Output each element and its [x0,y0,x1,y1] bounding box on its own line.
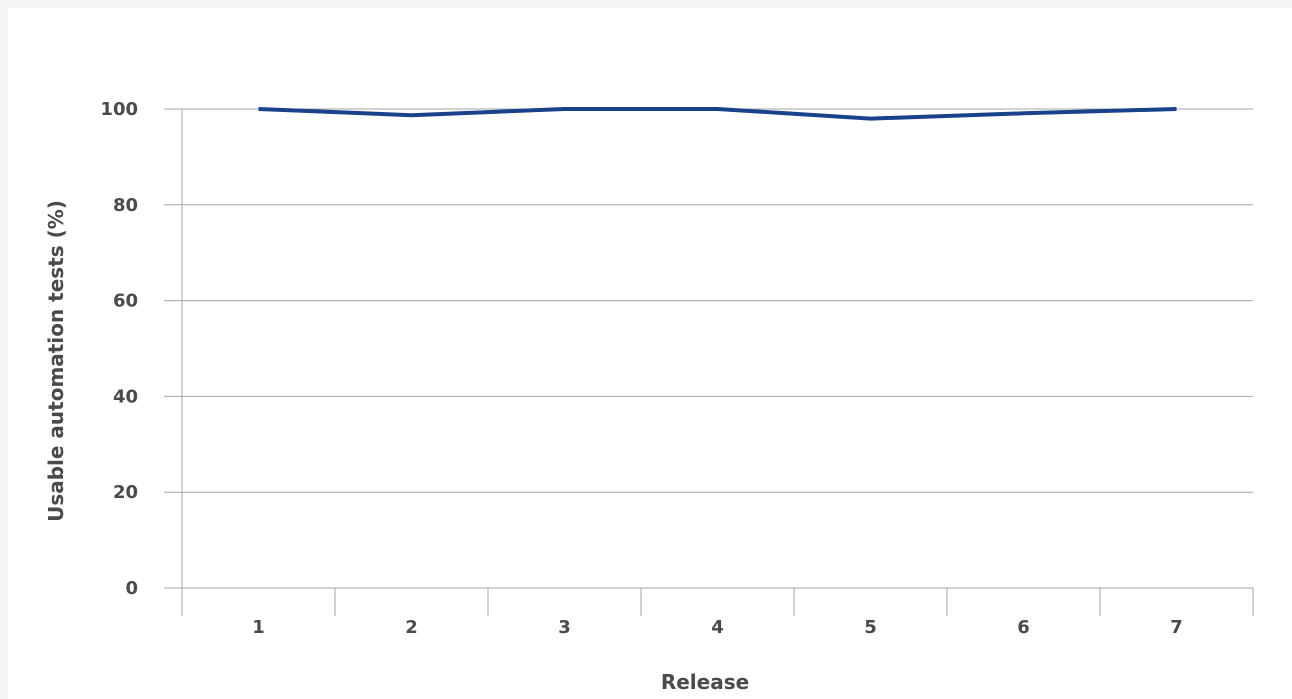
line-chart: 0 20 40 60 80 100 1 2 3 4 5 6 7 Release Usable auto… [44,99,1254,694]
y-tick-label: 40 [113,386,138,407]
y-tick-label: 0 [125,578,138,599]
y-tick-label: 20 [113,482,138,503]
chart-panel: 0 20 40 60 80 100 1 2 3 4 5 6 7 Release Usable auto… [8,8,1292,699]
x-tick-label: 5 [864,617,877,638]
y-tick-label: 60 [113,291,138,312]
x-tick-labels: 1 2 3 4 5 6 7 [252,617,1183,638]
y-axis-title: Usable automation tests (%) [44,200,68,522]
series [258,107,1177,121]
x-tick-label: 6 [1017,617,1030,638]
x-tick-label: 7 [1170,617,1183,638]
gridlines [164,108,1253,589]
y-tick-label: 100 [100,99,138,120]
x-tick-label: 1 [252,617,265,638]
y-tick-labels: 0 20 40 60 80 100 [100,99,138,599]
axes [181,109,1254,616]
series-line [258,107,1177,121]
y-tick-label: 80 [113,195,138,216]
x-tick-label: 2 [405,617,418,638]
x-axis-title: Release [661,670,749,694]
x-tick-label: 3 [558,617,571,638]
x-tick-label: 4 [711,617,724,638]
